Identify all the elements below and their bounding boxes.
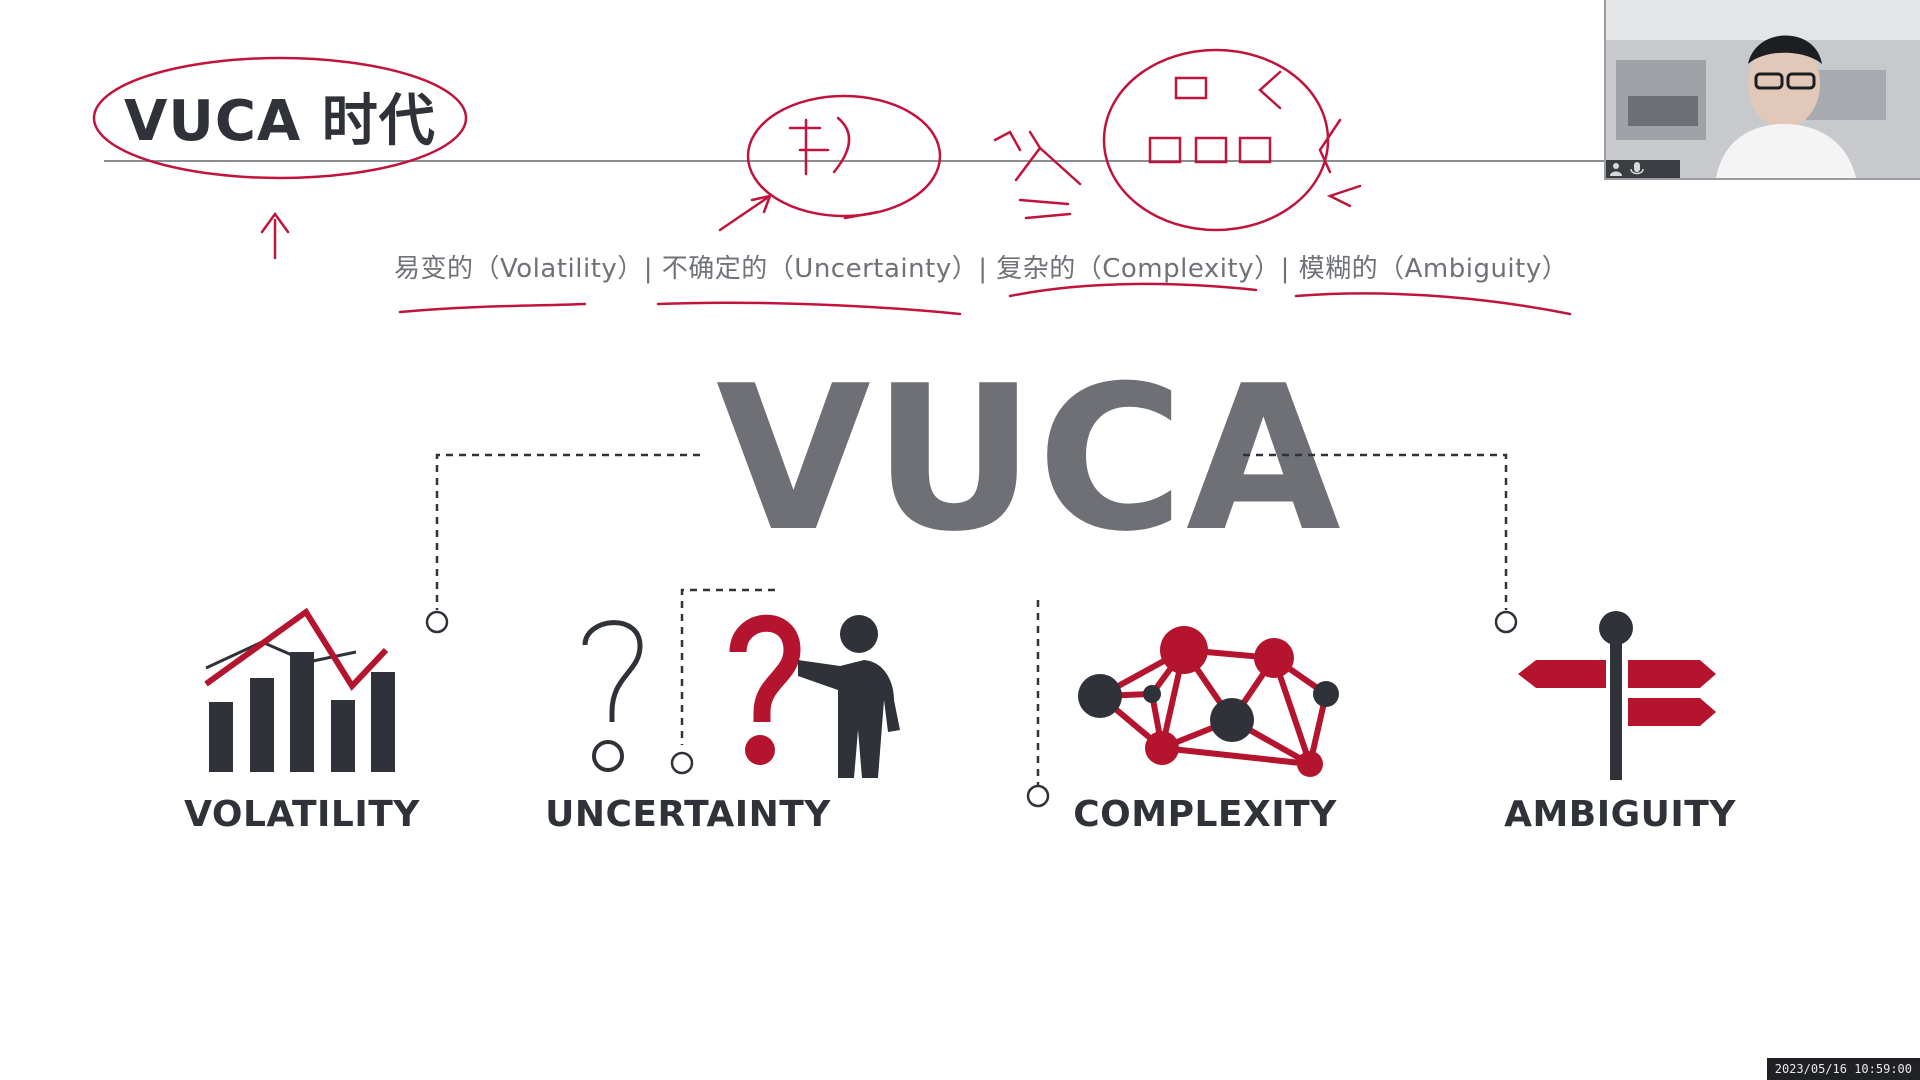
annotation-title-circle bbox=[92, 56, 468, 180]
microphone-icon bbox=[1630, 162, 1644, 175]
annotation-underline-2 bbox=[656, 301, 962, 316]
uncertainty-icon bbox=[582, 614, 900, 778]
slide-title: VUCA 时代 bbox=[124, 89, 436, 154]
connector-ambiguity bbox=[1243, 453, 1508, 610]
annotation-complex-circle bbox=[1102, 48, 1330, 232]
webcam-scene bbox=[1606, 0, 1920, 178]
handwritten-annotations bbox=[92, 48, 1572, 316]
slide-subtitle: 易变的（Volatility）| 不确定的（Uncertainty）| 复杂的（… bbox=[394, 254, 1569, 284]
vuca-heading: VUCA bbox=[716, 343, 1343, 576]
annotation-underline-4 bbox=[1294, 292, 1572, 316]
annotation-up-arrow bbox=[260, 211, 290, 260]
node-ambiguity bbox=[1494, 610, 1518, 634]
annotation-boxes bbox=[1148, 76, 1272, 164]
node-uncertainty bbox=[670, 751, 694, 775]
annotation-risk-glyphs bbox=[788, 116, 851, 176]
connector-volatility bbox=[435, 453, 700, 610]
webcam-controls bbox=[1606, 160, 1680, 178]
label-volatility: VOLATILITY bbox=[184, 794, 420, 835]
volatility-chart-icon bbox=[204, 607, 395, 772]
annotation-equals bbox=[1018, 198, 1072, 220]
annotation-bracket bbox=[1318, 118, 1342, 174]
ambiguity-signpost-icon bbox=[1518, 611, 1716, 780]
node-complexity bbox=[1026, 784, 1050, 808]
label-ambiguity: AMBIGUITY bbox=[1504, 794, 1736, 835]
label-complexity: COMPLEXITY bbox=[1073, 794, 1337, 835]
recording-timestamp: 2023/05/16 10:59:00 bbox=[1766, 1058, 1920, 1080]
connector-nodes bbox=[425, 610, 1518, 808]
connector-uncertainty bbox=[680, 588, 775, 745]
annotation-arrow-to-risk bbox=[718, 194, 772, 232]
title-divider bbox=[104, 160, 1604, 162]
annotation-underline-3 bbox=[1008, 282, 1258, 298]
annotation-arrow-left-2 bbox=[1326, 184, 1362, 208]
complexity-network-icon bbox=[1078, 626, 1339, 777]
annotation-risk-circle bbox=[746, 94, 942, 218]
person-icon bbox=[1610, 163, 1622, 176]
annotation-person bbox=[993, 130, 1082, 186]
annotation-underline-1 bbox=[398, 302, 587, 314]
webcam-video-tile[interactable] bbox=[1604, 0, 1920, 180]
annotation-arrow-under-risk bbox=[843, 210, 880, 220]
dashed-connectors bbox=[435, 453, 1508, 785]
node-volatility bbox=[425, 610, 449, 634]
label-uncertainty: UNCERTAINTY bbox=[545, 794, 831, 835]
annotation-arrow-left bbox=[1258, 70, 1282, 110]
